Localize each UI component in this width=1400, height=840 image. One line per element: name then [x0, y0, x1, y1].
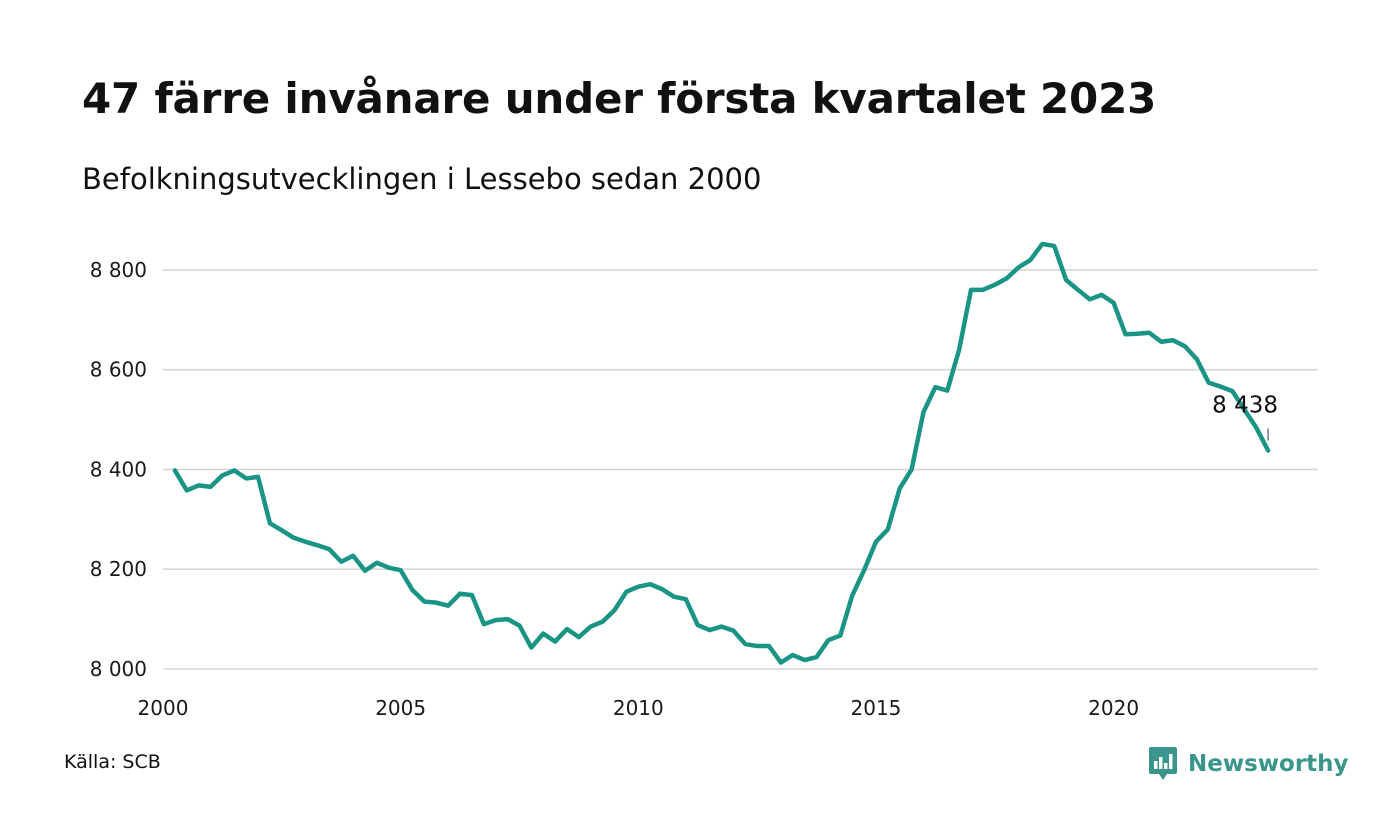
y-tick-label: 8 800: [90, 258, 147, 282]
x-tick-label: 2000: [138, 696, 189, 720]
y-tick-label: 8 600: [90, 358, 147, 382]
x-tick-label: 2010: [613, 696, 664, 720]
x-tick-label: 2005: [375, 696, 426, 720]
population-line: [172, 241, 1271, 665]
x-tick-label: 2020: [1088, 696, 1139, 720]
chart-title: 47 färre invånare under första kvartalet…: [82, 74, 1157, 123]
chart-subtitle: Befolkningsutvecklingen i Lessebo sedan …: [82, 162, 762, 196]
x-axis-labels: 2000 2005 2010 2015 2020: [138, 696, 1140, 720]
end-annotation: 8 438: [1212, 392, 1278, 441]
y-tick-label: 8 400: [90, 457, 147, 481]
source-note: Källa: SCB: [64, 751, 161, 773]
y-tick-label: 8 000: [90, 657, 147, 681]
y-tick-label: 8 200: [90, 557, 147, 581]
x-tick-label: 2015: [851, 696, 902, 720]
y-axis-labels: 8 000 8 200 8 400 8 600 8 800: [90, 258, 147, 681]
y-gridlines: [163, 269, 1318, 670]
brand-name: Newsworthy: [1188, 751, 1349, 777]
newsworthy-logo-icon: [1149, 747, 1177, 780]
end-value-label: 8 438: [1212, 392, 1278, 418]
brand-logo: Newsworthy: [1148, 744, 1349, 784]
